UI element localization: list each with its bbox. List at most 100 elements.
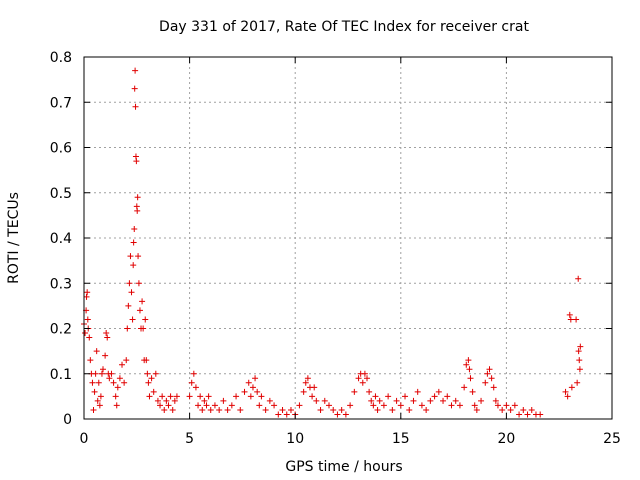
axis-ticks: 0 5 10 15 20 25 0 0.1 0.2 0.3 0.4 0.5 0.6 0.7 0.8 — [50, 50, 621, 447]
data-point — [104, 334, 111, 341]
data-point — [414, 388, 421, 395]
y-tick-label: 0 — [63, 412, 72, 428]
x-tick-label: 5 — [185, 431, 194, 447]
data-point — [100, 366, 107, 373]
data-point — [465, 357, 472, 364]
data-point — [154, 397, 161, 404]
data-point — [130, 239, 137, 246]
data-point — [342, 411, 349, 418]
data-point — [132, 103, 139, 110]
data-point — [89, 379, 96, 386]
data-point — [224, 406, 231, 413]
data-point — [355, 375, 362, 382]
x-tick-label: 20 — [497, 431, 515, 447]
data-point — [469, 388, 476, 395]
data-point — [220, 397, 227, 404]
data-point — [90, 406, 97, 413]
data-point — [132, 67, 139, 74]
data-point — [96, 402, 103, 409]
data-point — [271, 402, 278, 409]
data-point — [573, 316, 580, 323]
data-point — [364, 375, 371, 382]
y-tick-label: 0.3 — [50, 276, 72, 292]
data-point — [83, 293, 90, 300]
y-tick-label: 0.5 — [50, 186, 72, 202]
data-points — [81, 67, 584, 418]
data-point — [402, 393, 409, 400]
data-point — [114, 384, 121, 391]
data-point — [524, 411, 531, 418]
data-point — [410, 397, 417, 404]
data-point — [494, 402, 501, 409]
data-point — [205, 393, 212, 400]
data-point — [91, 388, 98, 395]
data-point — [520, 406, 527, 413]
data-point — [199, 406, 206, 413]
data-point — [113, 402, 120, 409]
data-point — [84, 316, 91, 323]
data-point — [108, 370, 115, 377]
data-point — [478, 397, 485, 404]
data-point — [140, 325, 147, 332]
y-tick-label: 0.1 — [50, 367, 72, 383]
y-tick-label: 0.2 — [50, 322, 72, 338]
data-point — [467, 375, 474, 382]
data-point — [427, 397, 434, 404]
data-point — [406, 406, 413, 413]
data-point — [144, 370, 151, 377]
data-point — [134, 194, 141, 201]
data-point — [245, 379, 252, 386]
data-point — [374, 406, 381, 413]
data-point — [159, 393, 166, 400]
data-point — [567, 316, 574, 323]
data-point — [186, 393, 193, 400]
data-point — [372, 393, 379, 400]
data-point — [435, 388, 442, 395]
data-point — [201, 397, 208, 404]
data-point — [173, 393, 180, 400]
data-point — [418, 402, 425, 409]
x-tick-label: 25 — [603, 431, 621, 447]
data-point — [256, 402, 263, 409]
data-point — [304, 375, 311, 382]
y-tick-label: 0.8 — [50, 50, 72, 66]
data-point — [537, 411, 544, 418]
data-point — [431, 393, 438, 400]
data-point — [163, 397, 170, 404]
x-tick-label: 15 — [392, 431, 410, 447]
data-point — [148, 375, 155, 382]
data-point — [103, 330, 110, 337]
data-point — [157, 402, 164, 409]
data-point — [247, 393, 254, 400]
data-point — [188, 379, 195, 386]
data-point — [167, 393, 174, 400]
data-point — [351, 388, 358, 395]
data-point — [110, 379, 117, 386]
data-point — [228, 402, 235, 409]
data-point — [376, 397, 383, 404]
data-point — [94, 397, 101, 404]
data-point — [486, 366, 493, 373]
data-point — [262, 406, 269, 413]
data-point — [121, 379, 128, 386]
data-point — [507, 406, 514, 413]
data-point — [380, 402, 387, 409]
data-point — [471, 402, 478, 409]
x-tick-label: 10 — [286, 431, 304, 447]
data-point — [347, 402, 354, 409]
data-point — [366, 388, 373, 395]
data-point — [463, 361, 470, 368]
data-point — [131, 85, 138, 92]
data-point — [211, 402, 218, 409]
data-point — [452, 397, 459, 404]
data-point — [152, 370, 159, 377]
data-point — [359, 379, 366, 386]
data-point — [254, 388, 261, 395]
data-point — [330, 406, 337, 413]
y-tick-label: 0.7 — [50, 95, 72, 111]
data-point — [461, 384, 468, 391]
data-point — [490, 384, 497, 391]
data-point — [197, 393, 204, 400]
data-point — [133, 158, 140, 165]
